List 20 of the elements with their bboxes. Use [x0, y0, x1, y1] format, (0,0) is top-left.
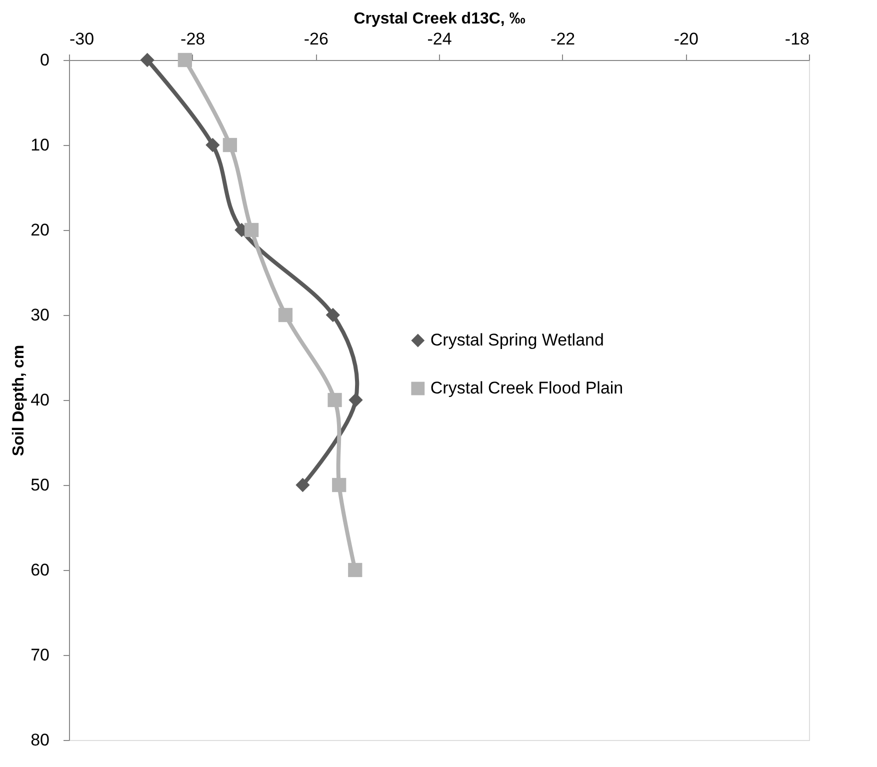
legend-label: Crystal Creek Flood Plain — [430, 378, 624, 398]
x-tick-label: -24 — [427, 30, 452, 48]
y-tick-label: 40 — [30, 390, 50, 410]
y-tick-label: 30 — [30, 306, 50, 324]
x-tick-label: -20 — [674, 30, 698, 48]
x-tick-label: -18 — [784, 30, 810, 48]
x-tick-label: -26 — [304, 30, 328, 48]
y-tick-label: 70 — [30, 646, 50, 664]
x-axis-title: Crystal Creek d13C, ‰ — [354, 10, 526, 28]
y-tick-label: 50 — [30, 476, 50, 494]
y-tick-label: 60 — [30, 560, 50, 580]
y-tick-label: 0 — [40, 50, 50, 70]
x-tick-label: -22 — [550, 30, 576, 48]
y-tick-label: 80 — [30, 730, 50, 750]
y-tick-label: 20 — [30, 220, 50, 240]
x-tick-label: -30 — [70, 30, 94, 48]
y-tick-label: 10 — [30, 136, 50, 154]
x-tick-label: -28 — [180, 30, 206, 48]
legend-label: Crystal Spring Wetland — [430, 330, 604, 350]
y-axis-title: Soil Depth, cm — [10, 344, 28, 456]
